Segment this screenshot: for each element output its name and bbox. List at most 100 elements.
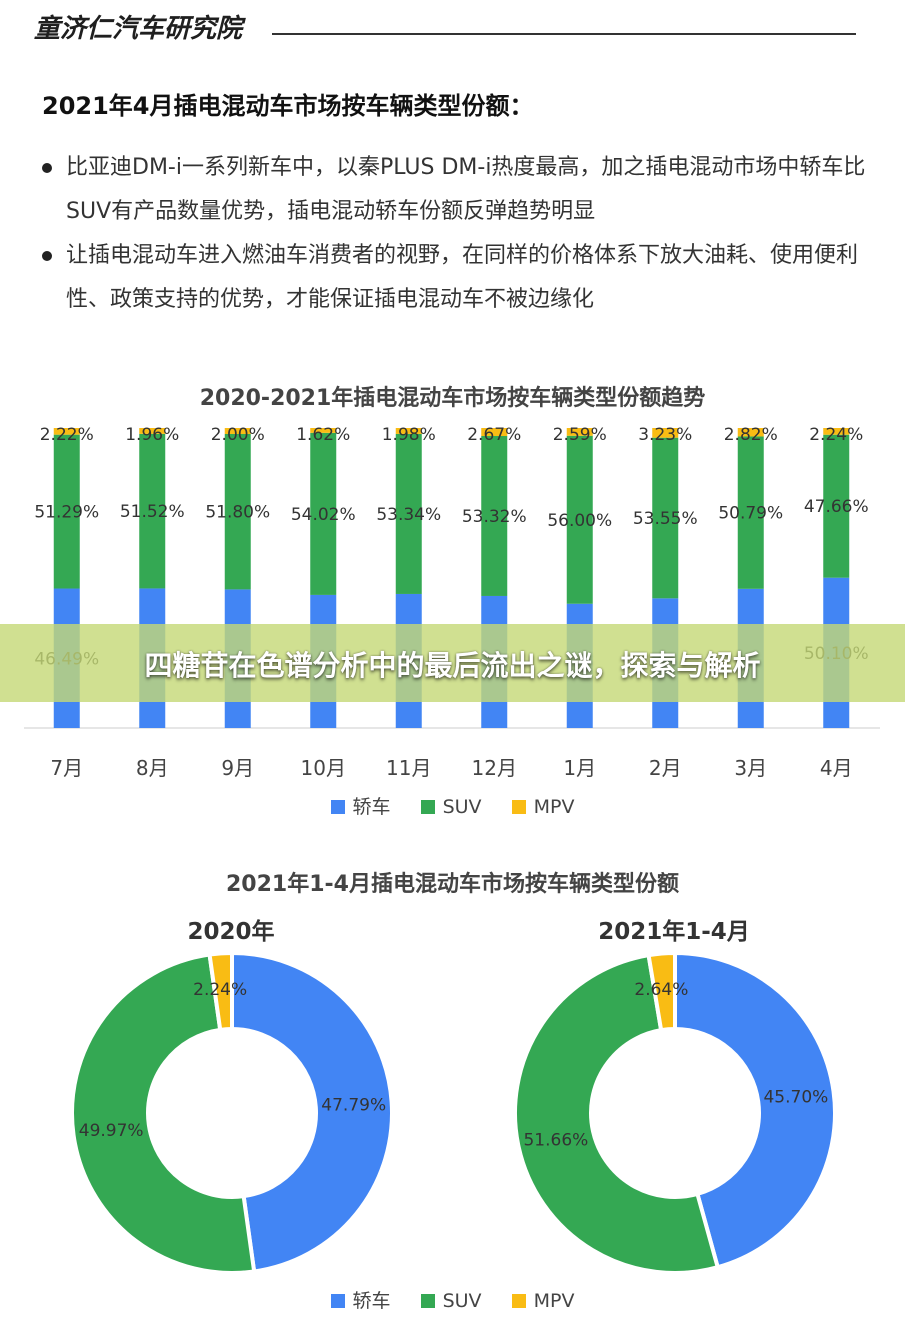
bar-segment: [652, 437, 679, 599]
title-overlay-banner: [0, 624, 905, 702]
brand-logo-text: 童济仁汽车研究院: [34, 14, 243, 44]
donut-slice: [513, 952, 721, 1275]
legend-swatch: [511, 1294, 526, 1308]
bullet-text: 让插电混动车进入燃油车消费者的视野，在同样的价格体系下放大油耗、使用便利性、政策…: [66, 243, 859, 312]
slice-label: 51.66%: [523, 1130, 588, 1150]
donut-charts: 47.79% 49.97% 2.24% 45.70% 51.66% 2.64%: [69, 950, 837, 1276]
report-header: 童济仁汽车研究院: [0, 0, 905, 60]
x-tick-label: 8月: [136, 756, 169, 780]
bar-segment: [652, 428, 679, 438]
donut-slice: [646, 950, 677, 1033]
bullet-text: 比亚迪DM-i一系列新车中，以秦PLUS DM-i热度最高，加之插电混动市场中轿…: [66, 155, 866, 224]
bar-segment: [139, 428, 166, 434]
data-label: 53.34%: [376, 505, 441, 525]
bar-segment: [310, 428, 337, 433]
bar-segment: [481, 436, 508, 596]
legend-swatch: [330, 1294, 345, 1308]
legend-item-suv: SUV: [420, 1290, 482, 1312]
data-label: 1.98%: [382, 425, 436, 445]
data-label: 53.55%: [633, 509, 698, 529]
legend-label: 轿车: [352, 796, 391, 818]
x-tick-label: 4月: [820, 756, 853, 780]
donut-subtitle-2020: 2020年: [187, 919, 275, 945]
bar-segment: [481, 428, 508, 437]
legend-swatch: [420, 1294, 435, 1308]
data-label: 47.66%: [804, 497, 869, 517]
data-label: 56.00%: [547, 511, 612, 531]
data-label: 54.02%: [291, 505, 356, 525]
x-tick-label: 12月: [472, 756, 517, 780]
donut-slice: [673, 950, 837, 1270]
slice-label: 49.97%: [79, 1121, 144, 1141]
x-tick-label: 11月: [386, 756, 431, 780]
data-label: 3.23%: [638, 425, 692, 445]
bullet-item: 让插电混动车进入燃油车消费者的视野，在同样的价格体系下放大油耗、使用便利性、政策…: [42, 234, 872, 322]
data-label: 2.24%: [809, 425, 863, 445]
overlay-title: 四糖苷在色谱分析中的最后流出之谜，探索与解析: [144, 649, 761, 682]
bar-segment: [395, 433, 422, 594]
legend-item-suv: SUV: [420, 796, 482, 818]
data-label: 2.67%: [467, 425, 521, 445]
legend-swatch: [511, 800, 526, 814]
bar-segment: [823, 428, 850, 435]
donut-subtitle-2021: 2021年1-4月: [598, 919, 750, 945]
data-label: 1.62%: [296, 425, 350, 445]
bar-segment: [737, 436, 764, 589]
bar-segment: [566, 435, 593, 604]
x-tick-label: 9月: [221, 756, 254, 780]
bar-segment: [395, 428, 422, 434]
donut-slice: [230, 950, 394, 1274]
legend-label: MPV: [533, 796, 575, 818]
legend-item-sedan: 轿车: [330, 792, 391, 819]
bar-segment: [310, 432, 337, 595]
bar-segment: [139, 433, 166, 589]
legend-item-mpv: MPV: [511, 1290, 575, 1312]
bar-segment: [823, 434, 850, 578]
legend-item-mpv: MPV: [511, 796, 575, 818]
data-label: 2.59%: [553, 425, 607, 445]
data-label: 51.52%: [120, 502, 185, 522]
data-label: 51.80%: [205, 503, 270, 523]
data-label: 53.32%: [462, 507, 527, 527]
slice-label: 45.70%: [763, 1088, 828, 1108]
x-tick-label: 7月: [50, 756, 83, 780]
data-label: 1.96%: [125, 425, 179, 445]
slice-label: 47.79%: [321, 1096, 386, 1116]
bar-segment: [53, 428, 80, 435]
donut-chart-legend: 轿车 SUV MPV: [0, 1286, 905, 1313]
legend-label: MPV: [533, 1290, 575, 1312]
bullet-dot: [42, 251, 52, 261]
data-label: 51.29%: [34, 503, 99, 523]
header-rule: [272, 33, 856, 35]
bar-chart-title: 2020-2021年插电混动车市场按车辆类型份额趋势: [199, 386, 706, 411]
bar-segment: [737, 428, 764, 437]
legend-label: 轿车: [352, 1290, 391, 1312]
bar-segment: [53, 434, 80, 589]
x-tick-label: 1月: [563, 756, 596, 780]
donut-slice: [69, 952, 257, 1276]
bar-segment: [566, 428, 593, 436]
stacked-bar-chart: 46.49%51.29%2.22%7月51.52%1.96%8月51.80%2.…: [24, 425, 880, 780]
data-label: 2.82%: [724, 425, 778, 445]
bar-segment: [224, 428, 251, 434]
legend-swatch: [330, 800, 345, 814]
data-label: 50.79%: [718, 504, 783, 524]
bar-chart-legend: 轿车 SUV MPV: [0, 792, 905, 819]
bullet-item: 比亚迪DM-i一系列新车中，以秦PLUS DM-i热度最高，加之插电混动市场中轿…: [42, 146, 872, 234]
slice-label: 2.24%: [193, 980, 247, 1000]
x-tick-label: 2月: [649, 756, 682, 780]
donut-slice: [207, 950, 234, 1033]
legend-item-sedan: 轿车: [330, 1286, 391, 1313]
section-title: 2021年4月插电混动车市场按车辆类型份额：: [42, 92, 534, 120]
bar-segment: [224, 434, 251, 590]
legend-label: SUV: [442, 796, 482, 818]
legend-swatch: [420, 800, 435, 814]
slice-label: 2.64%: [634, 980, 688, 1000]
data-label: 2.22%: [40, 425, 94, 445]
legend-label: SUV: [442, 1290, 482, 1312]
x-tick-label: 3月: [734, 756, 767, 780]
bullet-dot: [42, 163, 52, 173]
bullet-list: 比亚迪DM-i一系列新车中，以秦PLUS DM-i热度最高，加之插电混动市场中轿…: [42, 146, 872, 322]
x-tick-label: 10月: [301, 756, 346, 780]
donut-chart-title: 2021年1-4月插电混动车市场按车辆类型份额: [226, 872, 679, 897]
